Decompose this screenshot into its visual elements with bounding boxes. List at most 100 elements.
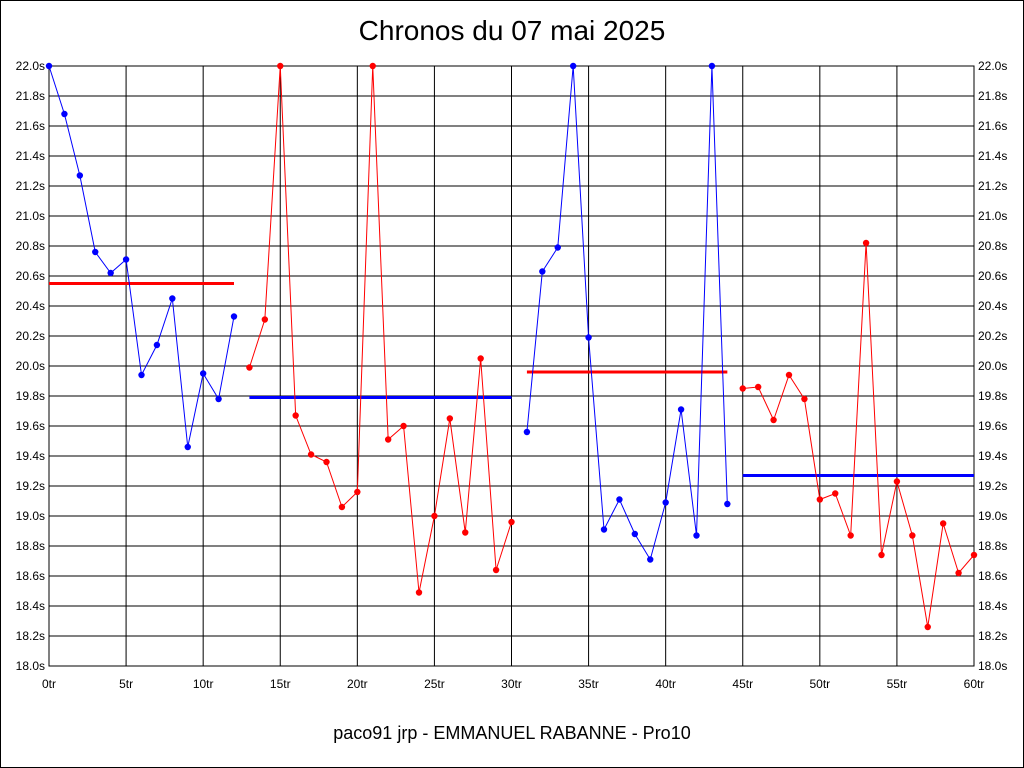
data-point bbox=[277, 62, 284, 70]
data-point bbox=[307, 451, 315, 458]
series-line bbox=[742, 242, 975, 628]
y-tick-label-left: 19.8s bbox=[16, 389, 45, 403]
data-point bbox=[384, 436, 392, 443]
data-point bbox=[569, 62, 577, 70]
grid-lines bbox=[48, 65, 975, 667]
data-point bbox=[153, 341, 161, 349]
x-tick-label: 10tr bbox=[193, 677, 214, 691]
x-tick-label: 25tr bbox=[424, 677, 445, 691]
y-tick-label-left: 21.4s bbox=[16, 149, 45, 163]
data-point bbox=[600, 526, 608, 533]
data-point bbox=[585, 334, 592, 341]
series-line bbox=[526, 65, 728, 561]
data-point bbox=[955, 569, 962, 577]
data-point bbox=[184, 443, 191, 451]
y-tick-label-left: 20.0s bbox=[16, 359, 45, 373]
x-tick-label: 45tr bbox=[732, 677, 753, 691]
y-tick-label-left: 18.8s bbox=[16, 539, 45, 553]
data-point bbox=[554, 244, 561, 251]
data-point bbox=[508, 518, 515, 526]
data-point bbox=[754, 383, 762, 391]
data-point bbox=[662, 499, 669, 506]
y-tick-label-left: 18.4s bbox=[16, 599, 45, 613]
x-tick-label: 5tr bbox=[119, 677, 133, 691]
x-tick-label: 0tr bbox=[42, 677, 56, 691]
data-point bbox=[770, 416, 777, 424]
data-point bbox=[400, 422, 407, 430]
data-point bbox=[369, 62, 376, 70]
data-point bbox=[847, 532, 854, 539]
y-tick-label-right: 18.2s bbox=[978, 629, 1007, 643]
data-point bbox=[647, 556, 654, 563]
y-tick-label-right: 21.8s bbox=[978, 89, 1007, 103]
y-tick-label-left: 19.0s bbox=[16, 509, 45, 523]
data-point bbox=[739, 385, 746, 392]
chart-title: Chronos du 07 mai 2025 bbox=[358, 15, 666, 46]
data-point bbox=[832, 490, 839, 497]
y-tick-label-left: 18.2s bbox=[16, 629, 45, 643]
y-tick-label-right: 18.8s bbox=[978, 539, 1007, 553]
data-point bbox=[724, 500, 731, 508]
y-tick-label-left: 19.6s bbox=[16, 419, 45, 433]
y-tick-label-right: 20.8s bbox=[978, 239, 1007, 253]
y-tick-label-right: 18.6s bbox=[978, 569, 1007, 583]
x-tick-label: 35tr bbox=[578, 677, 599, 691]
data-point bbox=[138, 371, 145, 379]
data-point bbox=[45, 62, 53, 70]
y-tick-label-right: 19.4s bbox=[978, 449, 1007, 463]
data-point bbox=[199, 370, 207, 377]
data-point bbox=[924, 623, 931, 631]
data-point bbox=[862, 239, 870, 247]
y-tick-label-left: 20.8s bbox=[16, 239, 45, 253]
data-point bbox=[909, 532, 916, 539]
data-point bbox=[523, 428, 531, 436]
y-tick-label-right: 20.6s bbox=[978, 269, 1007, 283]
data-point bbox=[415, 589, 423, 596]
data-point bbox=[431, 512, 438, 520]
x-tick-label: 55tr bbox=[887, 677, 908, 691]
data-point bbox=[708, 62, 716, 70]
y-axis-left-labels: 18.0s 18.2s 18.4s 18.6s 18.8s 19.0s 19.2s 19.4s… bbox=[16, 59, 45, 673]
data-point bbox=[215, 395, 222, 403]
y-tick-label-right: 18.4s bbox=[978, 599, 1007, 613]
y-tick-label-left: 21.8s bbox=[16, 89, 45, 103]
data-point bbox=[122, 256, 130, 263]
data-point bbox=[477, 355, 484, 362]
x-tick-label: 60tr bbox=[964, 677, 985, 691]
y-tick-label-left: 22.0s bbox=[16, 59, 45, 73]
y-tick-label-left: 20.2s bbox=[16, 329, 45, 343]
data-point bbox=[539, 268, 546, 275]
data-point bbox=[492, 566, 500, 574]
data-point bbox=[631, 530, 639, 538]
data-point bbox=[354, 488, 361, 496]
data-point bbox=[939, 520, 947, 527]
data-point bbox=[462, 529, 469, 536]
y-tick-label-right: 18.0s bbox=[978, 659, 1007, 673]
y-tick-label-right: 19.8s bbox=[978, 389, 1007, 403]
y-tick-label-right: 21.6s bbox=[978, 119, 1007, 133]
y-tick-label-left: 21.6s bbox=[16, 119, 45, 133]
y-tick-label-left: 21.0s bbox=[16, 209, 45, 223]
y-tick-label-right: 19.0s bbox=[978, 509, 1007, 523]
average-lines bbox=[49, 282, 974, 477]
series-points bbox=[45, 62, 978, 631]
y-tick-label-right: 21.4s bbox=[978, 149, 1007, 163]
data-point bbox=[338, 503, 346, 511]
y-tick-label-left: 18.0s bbox=[16, 659, 45, 673]
x-tick-label: 40tr bbox=[655, 677, 676, 691]
data-point bbox=[693, 532, 700, 539]
data-point bbox=[878, 551, 885, 559]
y-tick-label-left: 20.6s bbox=[16, 269, 45, 283]
x-axis-labels: 0tr 5tr 10tr 15tr 20tr 25tr 30tr 35tr 40tr 45tr 50… bbox=[42, 677, 984, 691]
data-point bbox=[92, 248, 99, 256]
data-point bbox=[230, 313, 238, 320]
x-tick-label: 20tr bbox=[347, 677, 368, 691]
y-tick-label-right: 21.2s bbox=[978, 179, 1007, 193]
y-tick-label-left: 21.2s bbox=[16, 179, 45, 193]
data-point bbox=[246, 364, 253, 371]
y-tick-label-right: 19.2s bbox=[978, 479, 1007, 493]
x-tick-label: 30tr bbox=[501, 677, 522, 691]
data-point bbox=[323, 458, 330, 466]
data-point bbox=[801, 395, 808, 403]
x-tick-label: 15tr bbox=[270, 677, 291, 691]
